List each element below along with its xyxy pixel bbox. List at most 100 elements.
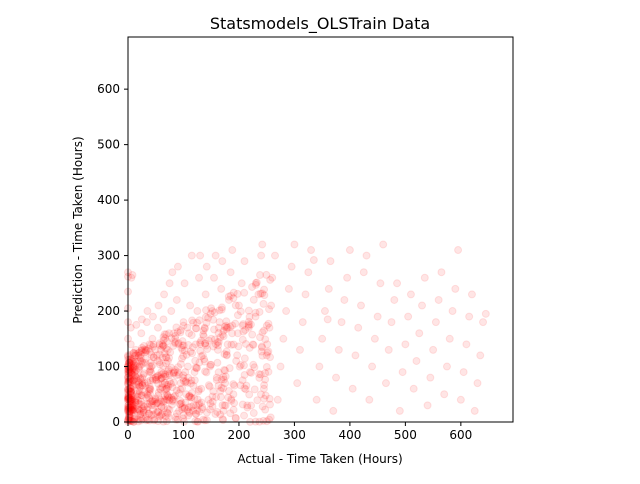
scatter-point: [324, 284, 333, 293]
scatter-point: [233, 311, 242, 320]
scatter-point: [176, 399, 185, 408]
scatter-point: [179, 374, 188, 383]
scatter-point: [138, 391, 147, 400]
scatter-point: [153, 407, 162, 416]
scatter-point: [211, 251, 220, 260]
scatter-point: [165, 377, 174, 386]
scatter-point: [258, 328, 267, 337]
scatter-point: [201, 313, 210, 322]
scatter-point: [244, 306, 253, 315]
scatter-point: [147, 362, 156, 371]
scatter-point: [376, 279, 385, 288]
scatter-point: [155, 340, 164, 349]
scatter-point: [162, 353, 171, 362]
scatter-point: [229, 390, 238, 399]
scatter-point: [158, 383, 167, 392]
scatter-point: [179, 376, 188, 385]
scatter-point: [412, 356, 421, 365]
scatter-point: [181, 368, 190, 377]
scatter-point: [143, 400, 152, 409]
scatter-point: [323, 315, 332, 324]
scatter-point: [179, 371, 188, 380]
scatter-point: [209, 315, 218, 324]
scatter-point: [222, 323, 231, 332]
scatter-point: [264, 319, 273, 328]
scatter-point: [148, 312, 157, 321]
scatter-point: [237, 279, 246, 288]
scatter-point: [126, 387, 135, 396]
scatter-point: [131, 345, 140, 354]
scatter-point: [160, 378, 169, 387]
scatter-point: [137, 343, 146, 352]
scatter-point: [180, 404, 189, 413]
scatter-point: [127, 354, 136, 363]
scatter-point: [244, 317, 253, 326]
scatter-point: [179, 318, 188, 327]
scatter-point: [137, 346, 146, 355]
scatter-point: [184, 403, 193, 412]
scatter-point: [161, 353, 170, 362]
scatter-point: [196, 340, 205, 349]
scatter-point: [192, 401, 201, 410]
scatter-point: [125, 409, 134, 418]
scatter-point: [163, 356, 172, 365]
scatter-point: [265, 415, 274, 424]
scatter-point: [160, 404, 169, 413]
scatter-point: [156, 375, 165, 384]
scatter-point: [145, 390, 154, 399]
scatter-point: [231, 413, 240, 422]
scatter-point: [183, 323, 192, 332]
scatter-point: [151, 345, 160, 354]
scatter-point: [146, 358, 155, 367]
scatter-point: [188, 406, 197, 415]
scatter-point: [227, 395, 236, 404]
scatter-point: [258, 402, 267, 411]
scatter-point: [318, 334, 327, 343]
scatter-point: [147, 368, 156, 377]
scatter-point: [233, 329, 242, 338]
scatter-point: [126, 323, 135, 332]
scatter-point: [162, 384, 171, 393]
scatter-point: [398, 368, 407, 377]
scatter-point: [124, 365, 133, 374]
scatter-point: [220, 365, 229, 374]
scatter-point: [129, 349, 138, 358]
scatter-point: [179, 321, 188, 330]
scatter-point: [442, 362, 451, 371]
scatter-point: [205, 382, 214, 391]
scatter-point: [192, 364, 201, 373]
scatter-point: [189, 381, 198, 390]
scatter-point: [415, 329, 424, 338]
scatter-point: [184, 407, 193, 416]
scatter-point: [459, 368, 468, 377]
scatter-point: [476, 351, 485, 360]
scatter-point: [128, 397, 137, 406]
scatter-point: [126, 404, 135, 412]
x-tick-label: 500: [394, 428, 417, 442]
scatter-point: [249, 409, 258, 418]
scatter-point: [159, 315, 168, 324]
scatter-point: [128, 270, 137, 279]
scatter-point: [145, 384, 154, 393]
scatter-point: [158, 379, 167, 388]
scatter-point: [179, 352, 188, 361]
scatter-point: [266, 413, 275, 422]
scatter-point: [145, 340, 154, 349]
scatter-point: [155, 350, 164, 359]
scatter-point: [191, 356, 200, 365]
scatter-point: [162, 359, 171, 368]
scatter-point: [146, 397, 155, 406]
scatter-point: [214, 368, 223, 377]
scatter-point: [368, 362, 377, 371]
scatter-point: [222, 325, 231, 334]
scatter-point: [162, 380, 171, 389]
scatter-point: [351, 351, 360, 360]
scatter-point: [287, 262, 296, 271]
scatter-point: [150, 397, 159, 406]
scatter-point: [233, 289, 242, 298]
scatter-point: [193, 307, 202, 316]
scatter-point: [258, 240, 267, 249]
scatter-point: [142, 318, 151, 327]
scatter-point: [132, 320, 141, 329]
